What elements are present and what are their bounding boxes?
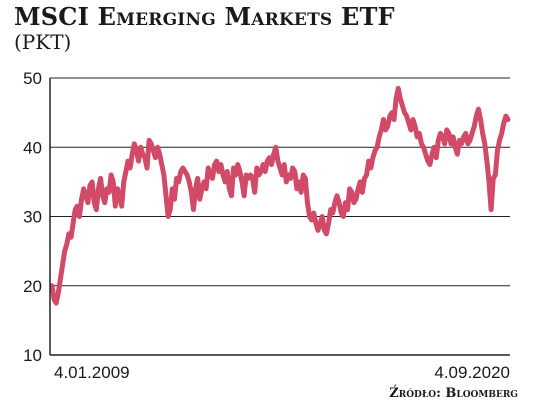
y-tick-label: 30 (23, 208, 42, 227)
y-tick-label: 50 (23, 69, 42, 88)
x-tick-label: 4.01.2009 (54, 363, 130, 382)
x-tick-labels: 4.01.2009 4.09.2020 (54, 363, 510, 382)
y-tick-label: 40 (23, 138, 42, 157)
y-tick-labels: 10 20 30 40 50 (23, 69, 42, 365)
series-layer (52, 88, 508, 303)
series-line (52, 88, 508, 303)
y-tick-label: 20 (23, 277, 42, 296)
y-tick-label: 10 (23, 346, 42, 365)
x-tick-label: 4.09.2020 (434, 363, 510, 382)
source-note: Źródło: Bloomberg (389, 386, 518, 401)
grid-lines (50, 78, 510, 355)
